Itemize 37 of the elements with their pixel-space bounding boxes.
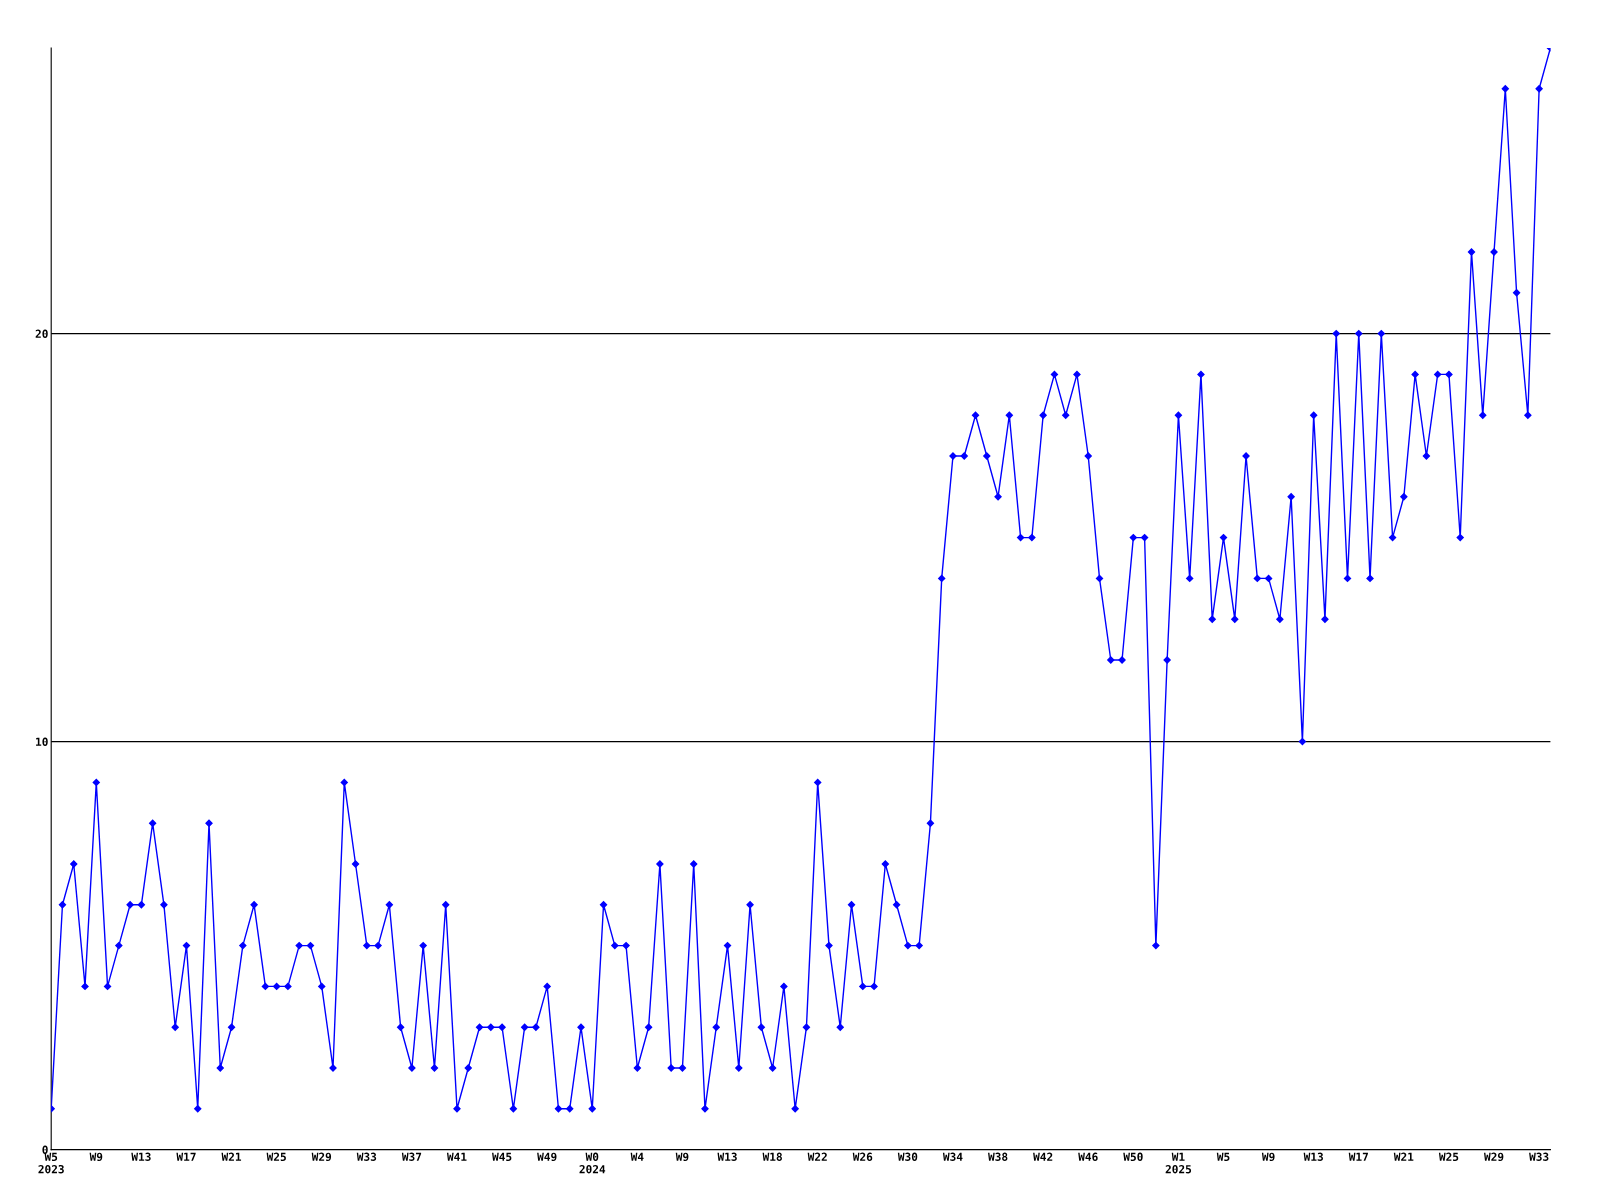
x-tick-label: W38 <box>988 1152 1008 1161</box>
x-tick-label: W49 <box>537 1152 557 1162</box>
x-tick-label: W18 <box>762 1152 782 1161</box>
x-tick-label: W34 <box>942 1152 963 1161</box>
x-tick-label: W42 <box>1033 1152 1053 1161</box>
x-tick-label: W5 <box>1216 1152 1230 1161</box>
x-tick-label: W9 <box>1261 1152 1275 1162</box>
y-tick-label: 20 <box>35 329 48 338</box>
x-tick-label: W9 <box>675 1152 689 1162</box>
x-tick-label: W33 <box>1529 1152 1549 1161</box>
y-tick-label: 10 <box>36 737 48 746</box>
x-tick-label: W0 2024 <box>579 1152 606 1174</box>
x-tick-label: W13 <box>1303 1152 1323 1161</box>
x-tick-label: W29 <box>1484 1152 1504 1162</box>
x-tick-label: W41 <box>446 1152 467 1161</box>
x-tick-label: W46 <box>1078 1152 1098 1161</box>
x-tick-label: W30 <box>897 1152 918 1161</box>
x-tick-label: W4 <box>630 1152 644 1161</box>
x-tick-label: W22 <box>807 1152 827 1161</box>
y-tick-label: 0 <box>42 1145 48 1154</box>
x-tick-label: W9 <box>89 1152 103 1162</box>
x-tick-label: W50 <box>1123 1152 1143 1161</box>
x-tick-label: W13 <box>717 1152 737 1161</box>
x-tick-label: W29 <box>311 1152 332 1162</box>
x-tick-label: W17 <box>1348 1152 1368 1161</box>
x-tick-label: W25 <box>266 1152 286 1161</box>
x-tick-label: W21 <box>221 1152 242 1161</box>
x-tick-label: W25 <box>1438 1152 1459 1161</box>
x-tick-label: W21 <box>1393 1152 1414 1161</box>
x-tick-label: W37 <box>401 1152 422 1161</box>
x-tick-label: W5 2023 <box>38 1152 64 1174</box>
x-tick-label: W17 <box>176 1152 196 1161</box>
x-tick-label: W1 2025 <box>1165 1152 1192 1174</box>
x-tick-label: W13 <box>131 1152 151 1161</box>
x-tick-label: W33 <box>356 1152 377 1161</box>
x-tick-label: W26 <box>852 1152 873 1161</box>
x-tick-label: W45 <box>492 1152 512 1161</box>
